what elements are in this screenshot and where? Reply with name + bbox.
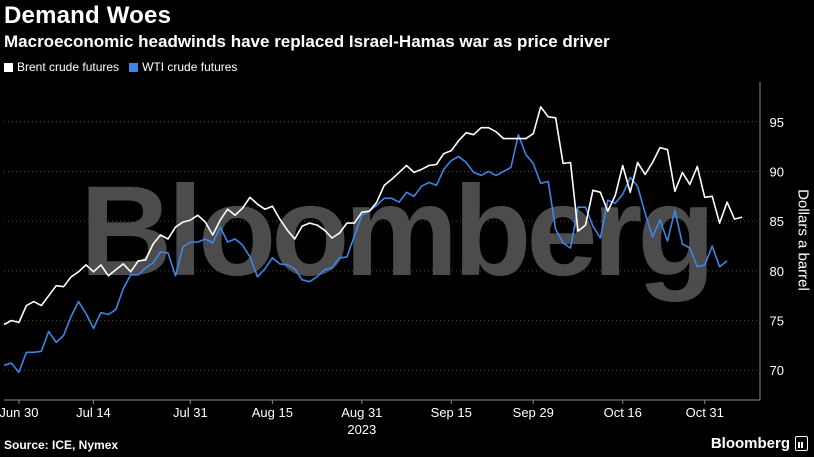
y-tick-label: 90 bbox=[770, 164, 784, 179]
y-tick-label: 95 bbox=[770, 115, 784, 130]
y-axis-label: Dollars a barrel bbox=[795, 189, 812, 291]
y-tick-label: 75 bbox=[770, 314, 784, 329]
x-tick-label: Sep 15 bbox=[431, 405, 472, 420]
x-tick-label: Sep 29 bbox=[513, 405, 554, 420]
y-tick-label: 80 bbox=[770, 264, 784, 279]
wti-series-line bbox=[4, 135, 727, 373]
x-year-label: 2023 bbox=[347, 422, 376, 437]
x-tick-label: Jul 14 bbox=[76, 405, 111, 420]
x-tick-label: Jun 30 bbox=[0, 405, 38, 420]
x-tick-label: Jul 31 bbox=[173, 405, 208, 420]
x-tick-label: Aug 15 bbox=[252, 405, 293, 420]
brent-series-line bbox=[4, 107, 742, 325]
y-tick-label: 70 bbox=[770, 363, 784, 378]
source-note: Source: ICE, Nymex bbox=[4, 438, 118, 452]
x-tick-label: Oct 31 bbox=[686, 405, 724, 420]
x-tick-label: Oct 16 bbox=[604, 405, 642, 420]
y-tick-label: 85 bbox=[770, 214, 784, 229]
y-axis-label-wrap: Dollars a barrel bbox=[783, 175, 814, 305]
brand-text: Bloomberg bbox=[711, 435, 790, 452]
x-tick-label: Aug 31 bbox=[341, 405, 382, 420]
bloomberg-terminal-icon bbox=[795, 436, 808, 451]
brand-logo: Bloomberg bbox=[711, 435, 808, 452]
